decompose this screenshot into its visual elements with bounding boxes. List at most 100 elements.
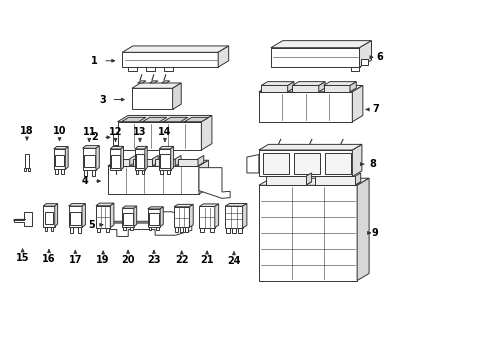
Polygon shape	[110, 159, 129, 166]
Polygon shape	[199, 160, 208, 194]
Polygon shape	[135, 149, 144, 170]
Polygon shape	[123, 226, 125, 230]
Text: 18: 18	[20, 126, 34, 136]
Polygon shape	[121, 117, 145, 122]
Polygon shape	[167, 170, 169, 174]
Polygon shape	[293, 153, 320, 174]
Polygon shape	[55, 204, 58, 226]
Polygon shape	[238, 228, 241, 233]
Polygon shape	[174, 204, 193, 207]
Text: 2: 2	[91, 132, 98, 142]
Polygon shape	[164, 67, 173, 71]
Text: 21: 21	[200, 256, 213, 265]
Polygon shape	[305, 173, 311, 185]
Polygon shape	[172, 83, 181, 109]
Text: 5: 5	[87, 220, 94, 230]
Polygon shape	[14, 219, 26, 220]
Text: 16: 16	[42, 254, 56, 264]
Polygon shape	[246, 154, 258, 173]
Polygon shape	[292, 82, 325, 85]
Polygon shape	[96, 206, 110, 228]
Polygon shape	[110, 147, 123, 149]
Polygon shape	[112, 134, 117, 145]
Polygon shape	[122, 206, 137, 208]
Polygon shape	[65, 147, 68, 170]
Polygon shape	[349, 82, 356, 92]
Polygon shape	[142, 170, 143, 174]
Polygon shape	[82, 146, 99, 148]
Text: 1: 1	[91, 56, 98, 66]
Polygon shape	[91, 170, 94, 176]
Polygon shape	[199, 168, 230, 198]
Polygon shape	[121, 147, 123, 170]
Polygon shape	[318, 82, 325, 92]
Polygon shape	[178, 159, 198, 166]
Polygon shape	[155, 159, 175, 166]
Polygon shape	[25, 154, 29, 168]
Text: 10: 10	[53, 126, 66, 136]
Polygon shape	[199, 204, 218, 207]
Polygon shape	[184, 117, 208, 122]
Polygon shape	[82, 203, 85, 227]
Polygon shape	[185, 227, 188, 232]
Polygon shape	[156, 226, 159, 230]
Polygon shape	[68, 206, 82, 227]
Polygon shape	[270, 48, 359, 67]
Polygon shape	[117, 116, 211, 122]
Text: 17: 17	[68, 255, 82, 265]
Polygon shape	[28, 168, 30, 171]
Polygon shape	[354, 173, 360, 185]
Polygon shape	[111, 155, 120, 168]
Polygon shape	[128, 67, 137, 71]
Polygon shape	[51, 226, 53, 231]
Polygon shape	[356, 178, 368, 280]
Text: 9: 9	[371, 228, 378, 238]
Polygon shape	[149, 213, 159, 225]
Text: 8: 8	[369, 159, 376, 169]
Polygon shape	[160, 207, 163, 226]
Polygon shape	[258, 185, 356, 280]
Polygon shape	[200, 228, 203, 232]
Polygon shape	[106, 228, 109, 233]
Polygon shape	[232, 228, 235, 233]
Polygon shape	[96, 146, 99, 170]
Polygon shape	[258, 178, 368, 185]
Polygon shape	[132, 159, 152, 166]
Polygon shape	[225, 203, 246, 206]
Polygon shape	[129, 156, 135, 166]
Polygon shape	[54, 147, 68, 149]
Text: 15: 15	[16, 253, 29, 264]
Polygon shape	[210, 228, 214, 232]
Polygon shape	[147, 209, 160, 226]
Text: 14: 14	[158, 127, 171, 137]
Polygon shape	[122, 46, 228, 52]
Text: 22: 22	[175, 256, 188, 265]
Polygon shape	[110, 149, 121, 170]
Polygon shape	[351, 144, 361, 176]
Polygon shape	[149, 81, 158, 83]
Polygon shape	[14, 212, 32, 226]
Text: 23: 23	[147, 255, 161, 265]
Polygon shape	[258, 92, 351, 122]
Polygon shape	[258, 144, 361, 150]
Polygon shape	[54, 149, 65, 170]
Polygon shape	[265, 182, 311, 185]
Polygon shape	[170, 147, 173, 170]
Polygon shape	[175, 156, 181, 166]
Polygon shape	[108, 160, 208, 166]
Polygon shape	[123, 213, 132, 225]
Polygon shape	[149, 226, 151, 230]
Polygon shape	[130, 226, 132, 230]
Polygon shape	[82, 148, 96, 170]
Polygon shape	[110, 221, 158, 223]
Polygon shape	[84, 170, 87, 176]
Polygon shape	[315, 176, 354, 185]
Polygon shape	[160, 154, 169, 168]
Polygon shape	[174, 207, 189, 227]
Polygon shape	[287, 82, 293, 92]
Polygon shape	[55, 170, 58, 174]
Polygon shape	[147, 207, 163, 209]
Polygon shape	[24, 168, 26, 171]
Polygon shape	[189, 204, 193, 227]
Polygon shape	[44, 212, 53, 224]
